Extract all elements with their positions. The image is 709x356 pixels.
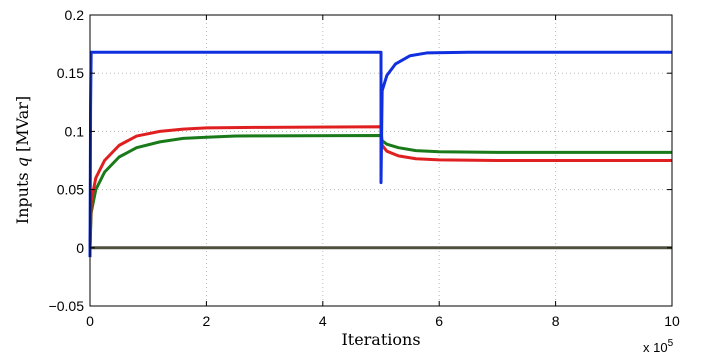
series-line-3 — [88, 125, 672, 248]
y-axis-label-unit: [MVar] — [13, 96, 32, 157]
y-tick-label: 0.2 — [65, 7, 85, 23]
x-axis-exponent: x 105 — [643, 338, 674, 355]
x-axis-exponent-power: 5 — [668, 338, 674, 349]
y-tick-label: −0.05 — [49, 298, 85, 314]
y-tick-label: 0.15 — [57, 65, 84, 81]
x-axis-label: Iterations — [341, 330, 420, 349]
series-group — [88, 50, 672, 258]
y-axis-label-variable: q — [13, 157, 32, 167]
x-tick-label: 6 — [435, 313, 443, 329]
x-tick-label: 4 — [319, 313, 327, 329]
y-axis-label: Inputs q [MVar] — [13, 96, 32, 224]
y-tick-label: 0.05 — [57, 182, 84, 198]
y-tick-label: 0 — [76, 240, 84, 256]
x-tick-label: 0 — [86, 313, 94, 329]
series-line-2 — [88, 133, 672, 248]
x-tick-label: 10 — [664, 313, 680, 329]
plot-frame — [89, 14, 673, 307]
x-tick-label: 2 — [203, 313, 211, 329]
y-tick-label: 0.1 — [65, 123, 85, 139]
x-axis-exponent-base: x 10 — [643, 340, 668, 355]
x-tick-label: 8 — [552, 313, 560, 329]
series-line-4 — [88, 50, 672, 258]
y-axis-label-prefix: Inputs — [13, 167, 32, 224]
